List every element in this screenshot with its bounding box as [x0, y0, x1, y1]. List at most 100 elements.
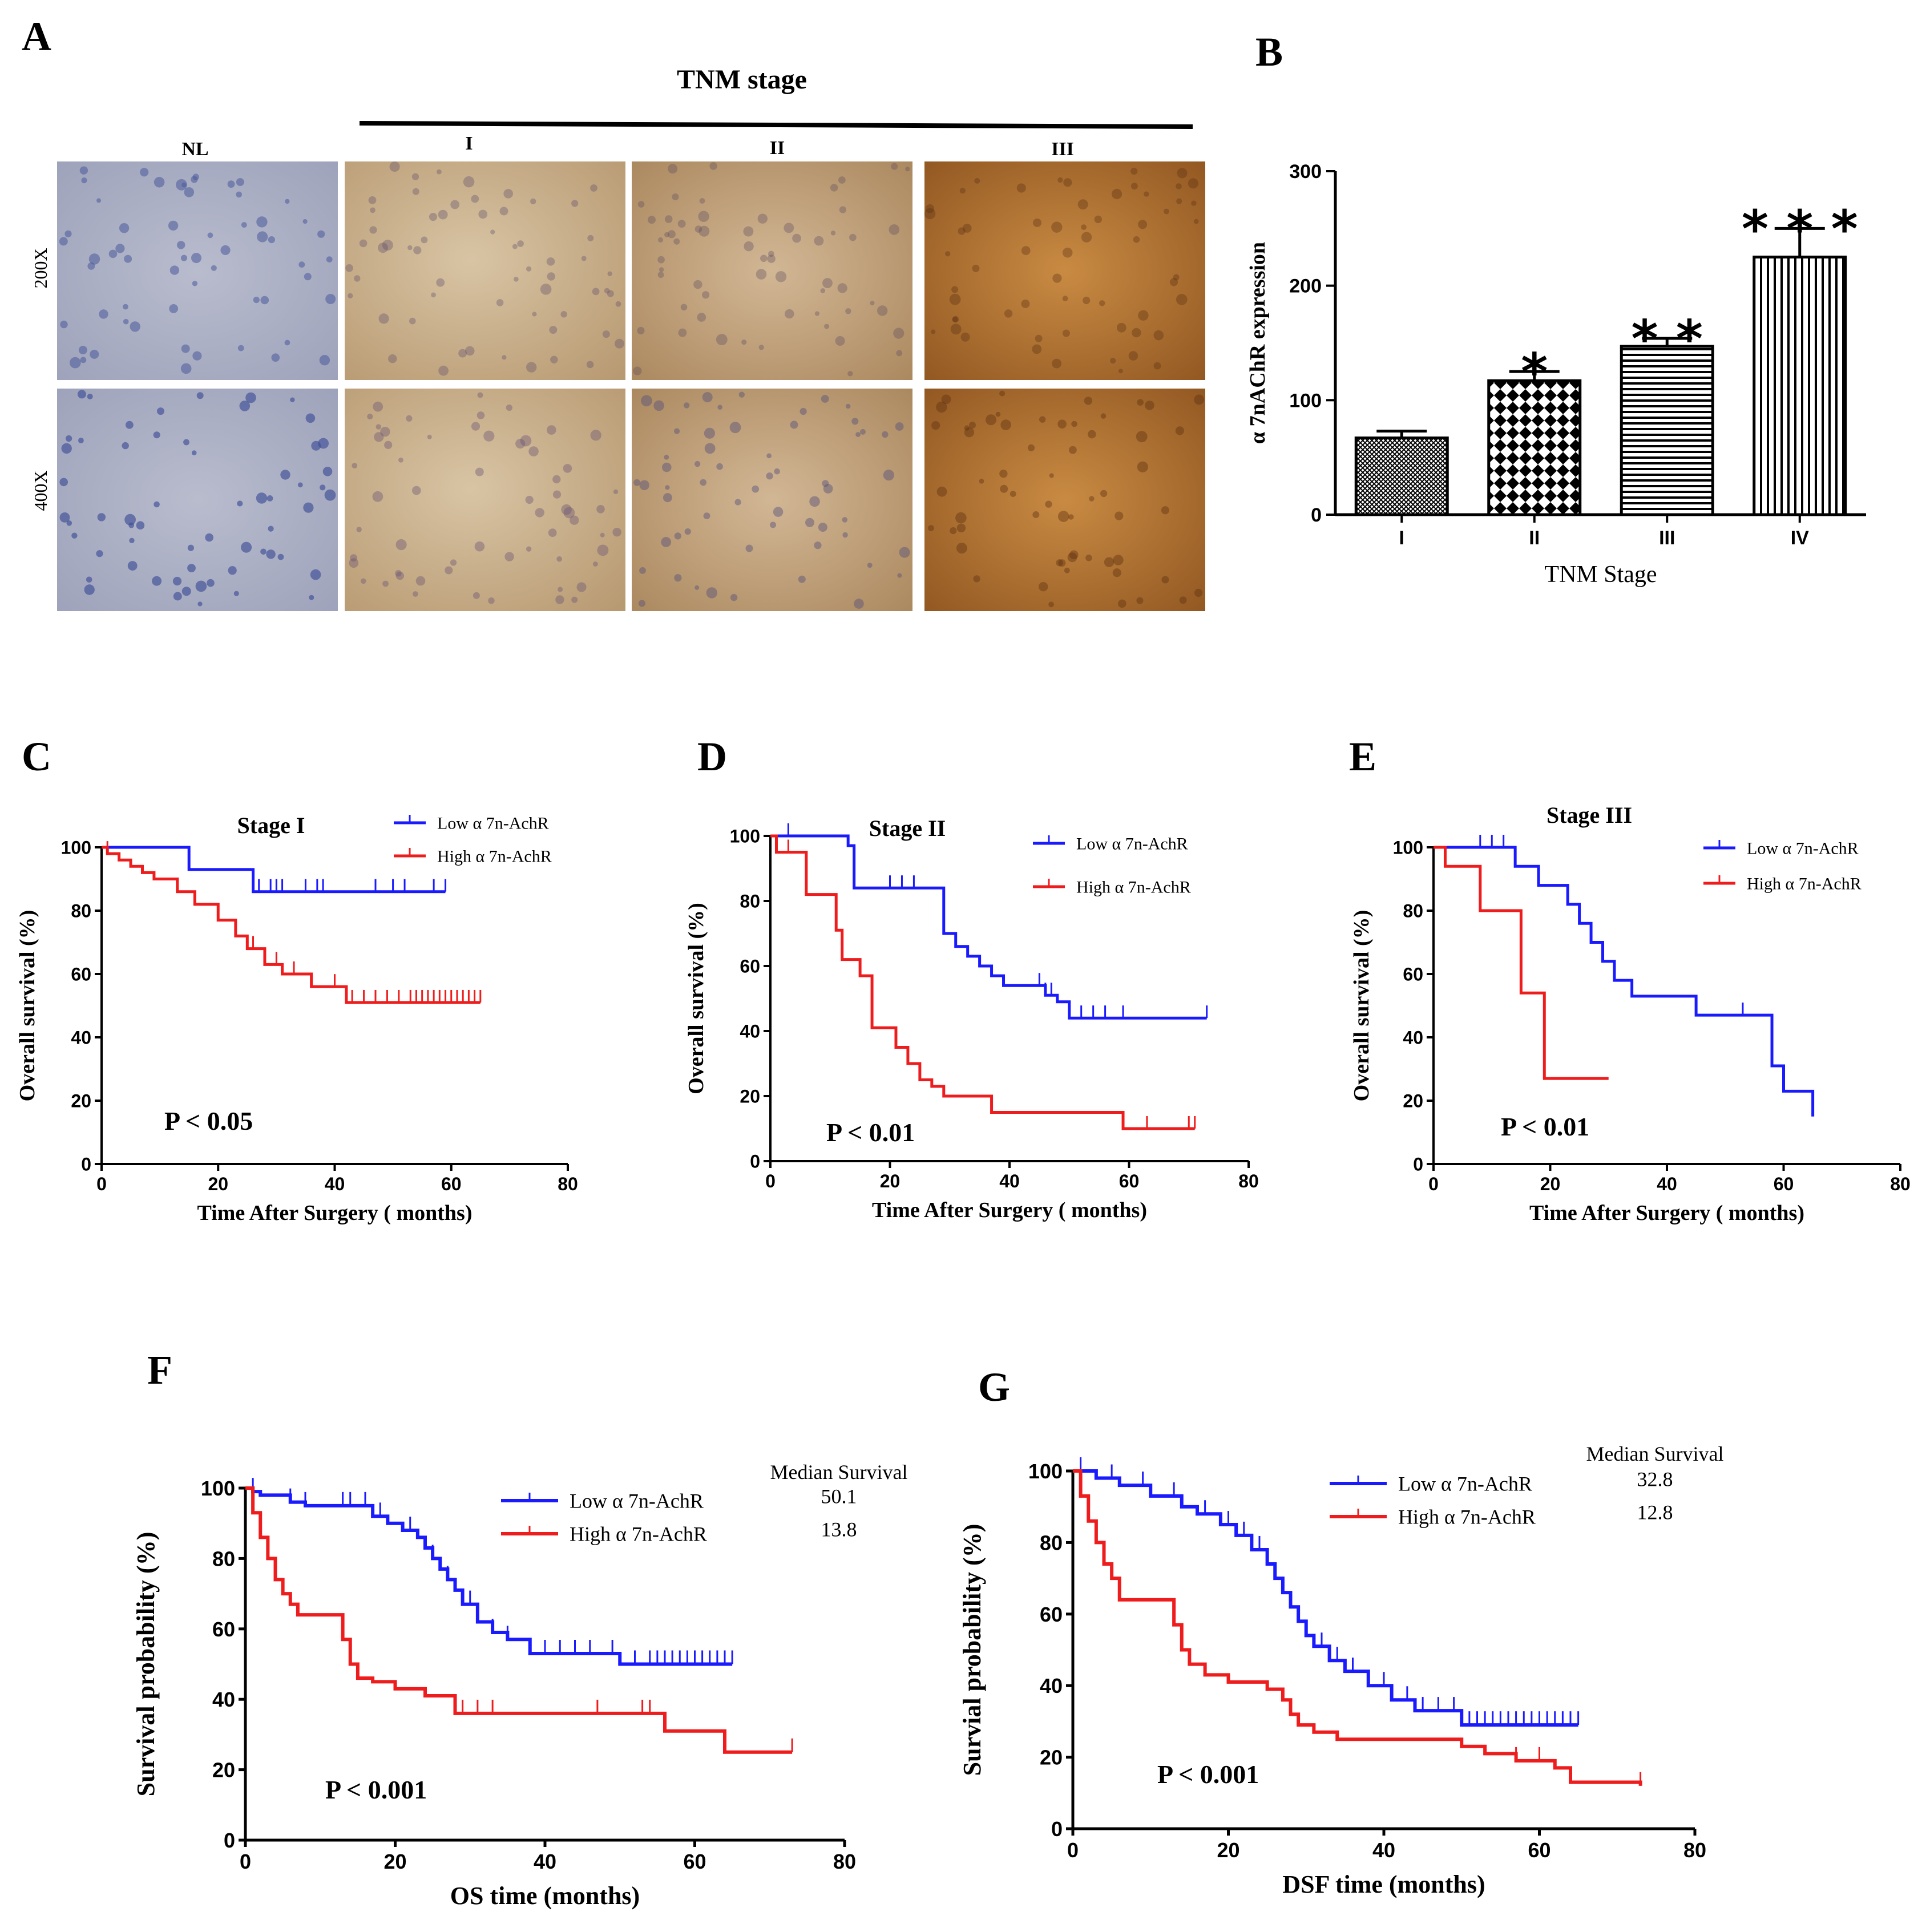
- cell-nucleus: [818, 523, 827, 532]
- median-value: 50.1: [821, 1485, 857, 1508]
- cell-nucleus: [514, 277, 519, 282]
- cell-nucleus: [556, 556, 562, 562]
- cell-nucleus: [512, 244, 518, 249]
- cell-nucleus: [924, 208, 936, 220]
- y-tick-label: 60: [1403, 964, 1423, 985]
- cell-nucleus: [1077, 199, 1088, 210]
- cell-nucleus: [59, 237, 68, 246]
- cell-nucleus: [119, 223, 130, 233]
- cell-nucleus: [267, 495, 273, 502]
- cell-nucleus: [168, 220, 179, 231]
- cell-nucleus: [1113, 555, 1124, 565]
- cell-nucleus: [665, 485, 670, 490]
- cell-nucleus: [157, 407, 164, 415]
- x-tick-label: II: [1529, 527, 1540, 549]
- cell-nucleus: [88, 253, 100, 265]
- cell-nucleus: [899, 547, 910, 558]
- cell-nucleus: [60, 320, 68, 329]
- cell-nucleus: [936, 486, 947, 497]
- cell-nucleus: [694, 585, 700, 590]
- cell-nucleus: [382, 240, 393, 251]
- cell-nucleus: [842, 532, 848, 538]
- cell-nucleus: [674, 428, 680, 434]
- cell-nucleus: [684, 402, 690, 409]
- legend-label: High α 7n-AchR: [1076, 878, 1191, 897]
- x-tick-label: 20: [880, 1171, 901, 1191]
- cell-nucleus: [560, 311, 567, 318]
- x-tick-label: 40: [534, 1850, 556, 1873]
- cell-nucleus: [169, 304, 179, 313]
- x-tick-label: 40: [325, 1174, 345, 1194]
- cell-nucleus: [664, 232, 670, 237]
- y-tick-label: 100: [201, 1477, 235, 1500]
- cell-nucleus: [303, 502, 314, 513]
- cell-nucleus: [1035, 334, 1043, 342]
- cell-nucleus: [1049, 473, 1054, 478]
- cell-nucleus: [191, 176, 198, 183]
- cell-nucleus: [1188, 178, 1198, 189]
- cell-nucleus: [540, 284, 552, 295]
- panel-letter-d: D: [697, 734, 727, 779]
- cell-nucleus: [716, 463, 723, 470]
- cell-nucleus: [1175, 426, 1184, 435]
- cell-nucleus: [607, 271, 612, 276]
- cell-nucleus: [792, 233, 801, 243]
- y-tick-label: 100: [1393, 838, 1423, 858]
- cell-nucleus: [71, 532, 78, 539]
- cell-nucleus: [752, 485, 760, 493]
- y-tick-label: 200: [1289, 276, 1322, 297]
- cell-nucleus: [1164, 208, 1169, 215]
- cell-nucleus: [1094, 215, 1103, 224]
- cell-nucleus: [352, 463, 358, 468]
- cell-nucleus: [237, 345, 244, 351]
- cell-nucleus: [1128, 351, 1138, 361]
- y-tick-label: 0: [1051, 1817, 1063, 1841]
- cell-nucleus: [1173, 274, 1180, 281]
- cell-nucleus: [140, 168, 149, 177]
- cell-nucleus: [546, 257, 555, 266]
- cell-nucleus: [891, 163, 898, 170]
- cell-nucleus: [191, 253, 201, 264]
- x-tick-label: 20: [383, 1850, 406, 1873]
- cell-nucleus: [969, 422, 976, 429]
- cell-nucleus: [450, 559, 457, 566]
- cell-nucleus: [506, 404, 512, 411]
- cell-nucleus: [814, 311, 819, 316]
- stage-i-survival-chart: 0 20 40 60 80 0 20 40 60 80 100 Low α 7n-AchR High α…: [15, 813, 578, 1225]
- cell-nucleus: [672, 193, 679, 200]
- p-value: P < 0.01: [1501, 1112, 1589, 1141]
- cell-nucleus: [974, 177, 980, 184]
- cell-nucleus: [639, 480, 649, 490]
- y-tick-label: 20: [740, 1086, 760, 1107]
- cell-nucleus: [227, 180, 235, 188]
- legend-label: Low α 7n-AchR: [1076, 835, 1188, 854]
- column-label-i: I: [465, 133, 473, 154]
- x-tick-label: 40: [999, 1171, 1020, 1191]
- histology-panel: TNM stage NL I II III 200X 400X: [30, 64, 1205, 611]
- cell-nucleus: [370, 207, 375, 213]
- cell-nucleus: [814, 236, 824, 246]
- cell-nucleus: [123, 318, 129, 325]
- p-value: P < 0.001: [325, 1775, 427, 1804]
- cell-nucleus: [571, 200, 579, 207]
- series-line-low: [245, 1486, 733, 1666]
- cell-nucleus: [612, 528, 621, 537]
- cell-nucleus: [1132, 328, 1141, 338]
- cell-nucleus: [367, 413, 373, 420]
- cell-nucleus: [478, 209, 487, 219]
- y-tick-label: 60: [1040, 1603, 1063, 1626]
- cell-nucleus: [298, 261, 305, 268]
- cell-nucleus: [129, 537, 135, 543]
- cell-nucleus: [415, 576, 426, 586]
- median-value: 12.8: [1637, 1501, 1673, 1524]
- cell-nucleus: [1000, 419, 1011, 430]
- cell-nucleus: [972, 264, 980, 272]
- series-line-high: [770, 834, 1195, 1130]
- legend-label: Low α 7n-AchR: [570, 1490, 704, 1513]
- p-value: P < 0.001: [1157, 1760, 1259, 1789]
- cell-nucleus: [1161, 506, 1169, 515]
- cell-nucleus: [889, 224, 900, 235]
- x-tick-label: 60: [1774, 1174, 1794, 1194]
- cell-nucleus: [413, 591, 418, 597]
- x-tick-label: III: [1659, 527, 1675, 549]
